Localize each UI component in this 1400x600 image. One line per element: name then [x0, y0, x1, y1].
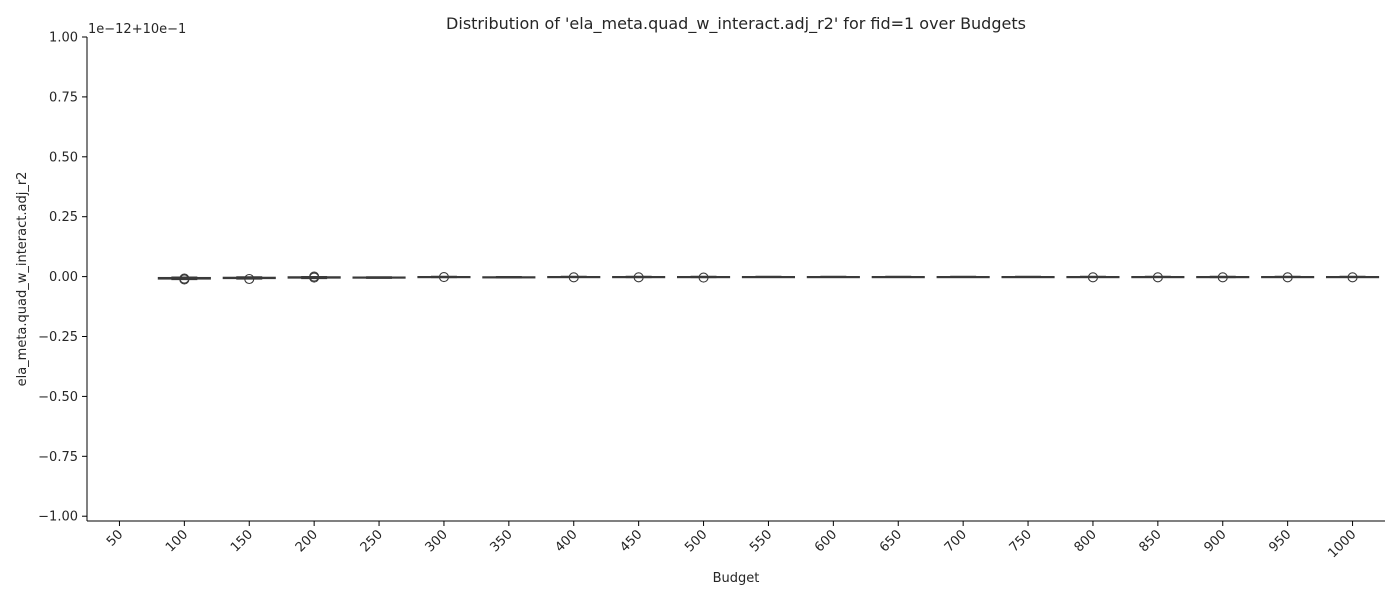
x-tick-label: 50: [104, 527, 126, 549]
box-400: [547, 272, 601, 283]
box-550: [741, 275, 796, 279]
x-tick-label: 150: [228, 527, 256, 555]
x-tick-label: 100: [163, 527, 191, 555]
x-tick-label: 550: [747, 527, 775, 555]
x-tick-label: 200: [293, 527, 321, 555]
box-500: [676, 272, 731, 283]
y-tick-label: 0.25: [49, 210, 78, 225]
outlier-point: [1087, 272, 1098, 283]
y-tick-label: −1.00: [38, 510, 78, 525]
box-200: [287, 271, 341, 283]
box-450: [612, 272, 666, 283]
box-350: [482, 276, 536, 279]
y-tick-label: 0.50: [49, 150, 78, 165]
outlier-point: [1347, 272, 1358, 283]
box-250: [352, 276, 406, 279]
outlier-point: [438, 272, 450, 283]
box-800: [1066, 272, 1120, 283]
box-650: [871, 275, 925, 279]
box-150: [222, 273, 276, 285]
chart-title: Distribution of 'ela_meta.quad_w_interac…: [446, 14, 1026, 34]
x-tick-label: 700: [942, 527, 970, 555]
x-tick-label: 850: [1137, 527, 1165, 555]
outlier-point: [309, 272, 320, 283]
x-axis: 50 100 150 200 250 300 350 400 450 500 550 600 650 70…: [104, 521, 1359, 561]
x-tick-label: 500: [682, 527, 710, 555]
outlier-point: [698, 272, 709, 283]
y-tick-label: 0.00: [49, 270, 78, 285]
y-tick-label: −0.50: [38, 390, 78, 405]
outlier-point: [1217, 272, 1228, 283]
box-marks: [157, 271, 1380, 285]
box-700: [936, 275, 990, 279]
y-tick-label: −0.75: [38, 450, 78, 465]
x-tick-label: 450: [617, 527, 645, 555]
outlier-point: [568, 272, 579, 283]
box-950: [1261, 272, 1315, 283]
x-tick-label: 600: [812, 527, 840, 555]
box-100: [157, 273, 211, 285]
x-tick-label: 950: [1266, 527, 1294, 555]
x-tick-label: 400: [552, 527, 580, 555]
x-tick-label: 900: [1201, 527, 1229, 555]
x-tick-label: 250: [358, 527, 386, 555]
box-600: [806, 275, 860, 279]
box-1000: [1325, 272, 1380, 283]
outlier-point: [633, 272, 644, 283]
x-tick-label: 1000: [1325, 527, 1359, 561]
x-axis-title: Budget: [713, 571, 760, 586]
x-tick-label: 350: [488, 527, 516, 555]
y-axis-offset-label: 1e−12+10e−1: [88, 22, 186, 37]
x-tick-label: 300: [423, 527, 451, 555]
y-tick-label: 1.00: [49, 31, 78, 46]
x-tick-label: 800: [1072, 527, 1100, 555]
box-900: [1196, 272, 1250, 283]
outlier-point: [1282, 272, 1293, 283]
outlier-point: [179, 274, 190, 285]
y-tick-label: 0.75: [49, 90, 78, 105]
outlier-point: [244, 273, 255, 285]
box-850: [1131, 272, 1185, 283]
y-tick-label: −0.25: [38, 330, 78, 345]
x-tick-label: 750: [1007, 527, 1035, 555]
x-tick-label: 650: [877, 527, 905, 555]
y-axis: −1.00 −0.75 −0.50 −0.25 0.00 0.25 0.50 0.75 1.00: [38, 31, 87, 525]
box-750: [1001, 275, 1055, 279]
box-300: [417, 272, 471, 283]
plot-area: [86, 37, 1385, 522]
y-axis-title: ela_meta.quad_w_interact.adj_r2: [15, 172, 30, 387]
outlier-point: [1152, 272, 1163, 283]
